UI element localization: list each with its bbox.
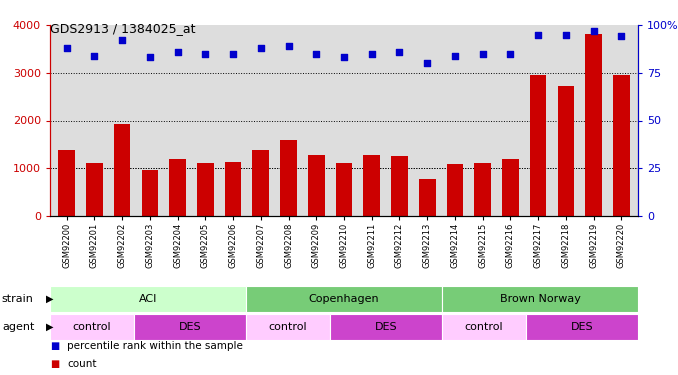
Bar [86,162,102,216]
Point [561,32,572,38]
Bar [50,286,246,312]
Text: ▶: ▶ [46,294,54,304]
Text: strain: strain [1,294,33,304]
Point [366,51,377,57]
Bar [475,162,491,216]
Text: GDS2913 / 1384025_at: GDS2913 / 1384025_at [50,22,195,35]
Bar [134,314,246,340]
Bar [557,86,574,216]
Bar [442,314,526,340]
Text: control: control [268,322,307,332]
Text: control: control [73,322,111,332]
Text: percentile rank within the sample: percentile rank within the sample [67,340,243,351]
Bar [336,162,353,216]
Point [61,45,72,51]
Text: DES: DES [571,322,593,332]
Point [256,45,266,51]
Bar [50,314,134,340]
Bar [142,170,158,216]
Text: count: count [67,359,96,369]
Point [117,37,127,43]
Bar [363,155,380,216]
Bar [447,164,463,216]
Bar [308,155,325,216]
Point [311,51,321,57]
Bar [585,34,602,216]
Text: ACI: ACI [139,294,157,304]
Point [283,43,294,49]
Text: DES: DES [179,322,201,332]
Bar [58,150,75,216]
Bar [170,159,186,216]
Bar [330,314,442,340]
Point [505,51,516,57]
Point [228,51,239,57]
Point [477,51,488,57]
Point [144,54,155,60]
Bar [197,162,214,216]
Point [394,49,405,55]
Point [172,49,183,55]
Bar [391,156,407,216]
Bar [442,286,638,312]
Bar [252,150,269,216]
Point [200,51,211,57]
Bar [280,140,297,216]
Point [338,54,349,60]
Bar [224,162,241,216]
Text: ▶: ▶ [46,322,54,332]
Text: agent: agent [3,322,35,332]
Text: DES: DES [375,322,397,332]
Bar [246,286,442,312]
Text: Copenhagen: Copenhagen [308,294,379,304]
Point [89,53,100,58]
Bar [419,179,435,216]
Point [422,60,433,66]
Bar [114,124,130,216]
Point [450,53,460,58]
Text: ■: ■ [50,340,59,351]
Bar [502,159,519,216]
Bar [246,314,330,340]
Text: ■: ■ [50,359,59,369]
Point [533,32,544,38]
Bar [613,75,630,216]
Text: control: control [464,322,503,332]
Point [589,28,599,34]
Point [616,33,626,39]
Bar [530,75,546,216]
Text: Brown Norway: Brown Norway [500,294,580,304]
Bar [526,314,638,340]
